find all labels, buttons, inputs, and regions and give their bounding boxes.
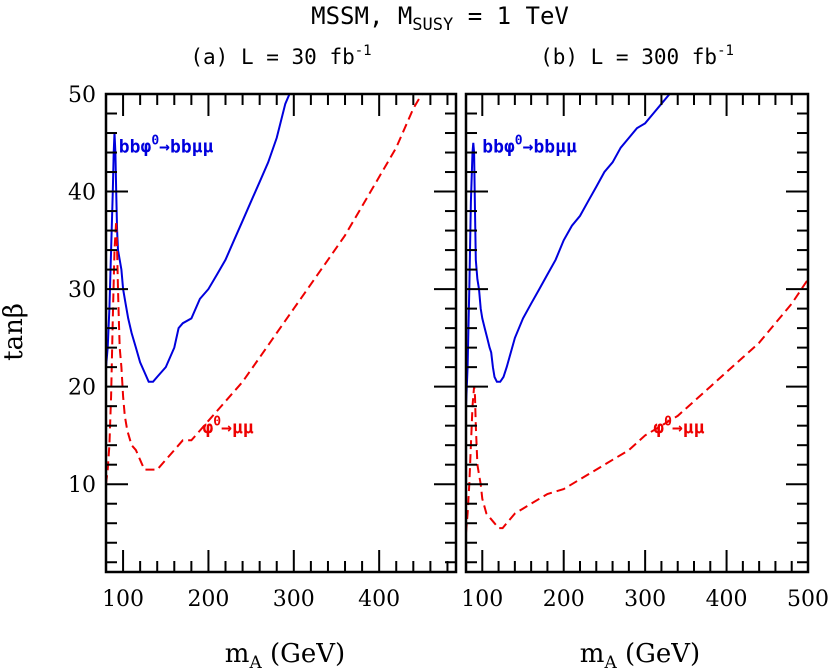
y-tick-label-a: 20 [68, 376, 96, 401]
x-tick-label-b: 500 [787, 587, 829, 612]
x-tick-label-a: 400 [358, 587, 400, 612]
plot-frame-a [104, 92, 458, 574]
y-tick-label-a: 50 [68, 83, 96, 108]
x-tick-label-a: 300 [273, 587, 315, 612]
x-tick-label-b: 300 [624, 587, 666, 612]
series-label-b-1: φ0→μμ [653, 414, 704, 438]
panel-title-a: (a) L = 30 fb-1 [190, 43, 371, 69]
y-axis-label: tanβ [0, 303, 29, 361]
y-tick-label-a: 10 [68, 473, 96, 498]
x-axis-label-b: mA (GeV) [580, 639, 700, 670]
plot-frame-b [464, 92, 810, 574]
series-line-b-1 [466, 278, 808, 534]
series-label-a-1: φ0→μμ [202, 414, 253, 438]
x-tick-label-a: 100 [102, 587, 144, 612]
series-label-b-0: bbφ0→bbμμ [482, 134, 577, 158]
y-tick-label-a: 30 [68, 278, 96, 303]
figure-title: MSSM, MSUSY = 1 TeV [311, 2, 569, 35]
x-tick-label-a: 200 [187, 587, 229, 612]
x-axis-label-a: mA (GeV) [225, 639, 345, 670]
panels: (a) L = 30 fb-1 bbφ0→bbμμ φ0→μμ 100 200 300 40… [68, 43, 829, 612]
x-tick-label-b: 200 [543, 587, 585, 612]
series-line-a-0 [106, 94, 291, 383]
x-tick-label-b: 400 [706, 587, 748, 612]
y-tick-label-a: 40 [68, 181, 96, 206]
series-line-b-0 [466, 94, 672, 407]
panel-title-b: (b) L = 300 fb-1 [540, 43, 734, 69]
series-label-a-0: bbφ0→bbμμ [119, 134, 214, 158]
panel-a: (a) L = 30 fb-1 bbφ0→bbμμ φ0→μμ 100 200 300 40… [68, 43, 458, 612]
series-line-a-1 [106, 94, 423, 485]
x-tick-label-b: 100 [461, 587, 503, 612]
panel-b: (b) L = 300 fb-1 bbφ0→bbμμ φ0→μμ 100 200 300 4… [461, 43, 829, 612]
